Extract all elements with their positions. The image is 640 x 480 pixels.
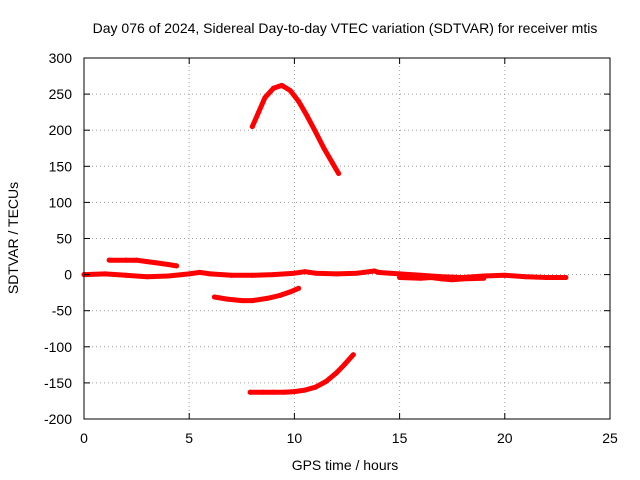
- data-point: [523, 274, 529, 280]
- data-point: [291, 389, 297, 395]
- data-point: [239, 298, 245, 304]
- data-point: [228, 272, 234, 278]
- data-point: [186, 271, 192, 277]
- data-point: [249, 298, 255, 304]
- data-point: [302, 269, 308, 275]
- data-point: [174, 263, 180, 269]
- data-point: [287, 289, 293, 295]
- x-tick-label: 20: [497, 430, 513, 446]
- grid-lines: [84, 58, 610, 419]
- chart-title: Day 076 of 2024, Sidereal Day-to-day VTE…: [93, 20, 598, 36]
- data-point: [544, 274, 550, 280]
- data-point: [144, 274, 150, 280]
- data-point: [165, 273, 171, 279]
- y-tick-label: 150: [49, 158, 73, 174]
- y-axis-title: SDTVAR / TECUs: [5, 182, 21, 294]
- data-point: [270, 85, 276, 91]
- y-tick-label: -150: [44, 375, 72, 391]
- y-tick-label: 200: [49, 122, 73, 138]
- data-point: [134, 257, 140, 263]
- series-arc-main: [81, 268, 569, 280]
- data-point: [123, 272, 129, 278]
- data-point: [102, 271, 108, 277]
- data-point: [211, 294, 217, 300]
- data-point: [197, 269, 203, 275]
- x-tick-label: 25: [602, 430, 618, 446]
- y-tick-label: 0: [64, 267, 72, 283]
- x-tick-label: 5: [185, 430, 193, 446]
- data-point: [287, 87, 293, 93]
- data-point: [329, 160, 335, 166]
- data-point: [371, 268, 377, 274]
- data-point: [312, 270, 318, 276]
- data-point: [342, 361, 348, 367]
- data-point: [249, 272, 255, 278]
- data-point: [323, 378, 329, 384]
- series-arc-peak: [249, 82, 342, 176]
- data-point: [439, 276, 445, 282]
- y-tick-label: -50: [52, 303, 72, 319]
- data-point: [224, 296, 230, 302]
- y-tick-label: 100: [49, 194, 73, 210]
- data-point: [355, 270, 361, 276]
- data-point: [481, 275, 487, 281]
- data-point: [270, 389, 276, 395]
- x-axis-title: GPS time / hours: [292, 457, 399, 473]
- data-point: [262, 95, 268, 101]
- data-point: [333, 370, 339, 376]
- x-tick-label: 10: [287, 430, 303, 446]
- data-point: [333, 271, 339, 277]
- data-point: [207, 271, 213, 277]
- data-point: [123, 257, 129, 263]
- data-point: [312, 384, 318, 390]
- y-tick-label: -100: [44, 339, 72, 355]
- data-point: [302, 387, 308, 393]
- data-point: [296, 285, 302, 291]
- data-point: [502, 272, 508, 278]
- data-point: [106, 257, 112, 263]
- data-point: [249, 124, 255, 130]
- data-point: [155, 260, 161, 266]
- data-point: [460, 276, 466, 282]
- data-point: [449, 277, 455, 283]
- data-point: [279, 82, 285, 88]
- data-point: [270, 272, 276, 278]
- data-point: [256, 109, 262, 115]
- data-point: [260, 389, 266, 395]
- data-point: [418, 275, 424, 281]
- x-tick-label: 15: [392, 430, 408, 446]
- data-point: [304, 113, 310, 119]
- data-point: [264, 295, 270, 301]
- data-point: [312, 129, 318, 135]
- y-tick-label: 50: [56, 231, 72, 247]
- axis-ticks: 0 5 10 15 20 25 -200 -150 -100 -50 0 50 100 150 200 250…: [44, 50, 618, 446]
- data-point: [165, 261, 171, 267]
- data-point: [350, 352, 356, 358]
- data-point: [247, 389, 253, 395]
- x-tick-label: 0: [80, 430, 88, 446]
- data-point: [428, 274, 434, 280]
- data-point: [296, 98, 302, 104]
- data-point: [397, 274, 403, 280]
- data-point: [281, 389, 287, 395]
- data-series: [81, 82, 569, 395]
- data-point: [321, 145, 327, 151]
- y-tick-label: 250: [49, 86, 73, 102]
- y-tick-label: -200: [44, 411, 72, 427]
- data-point: [277, 293, 283, 299]
- data-point: [144, 259, 150, 265]
- data-point: [376, 269, 382, 275]
- data-point: [291, 270, 297, 276]
- data-point: [336, 171, 342, 177]
- y-tick-label: 300: [49, 50, 73, 66]
- data-point: [563, 274, 569, 280]
